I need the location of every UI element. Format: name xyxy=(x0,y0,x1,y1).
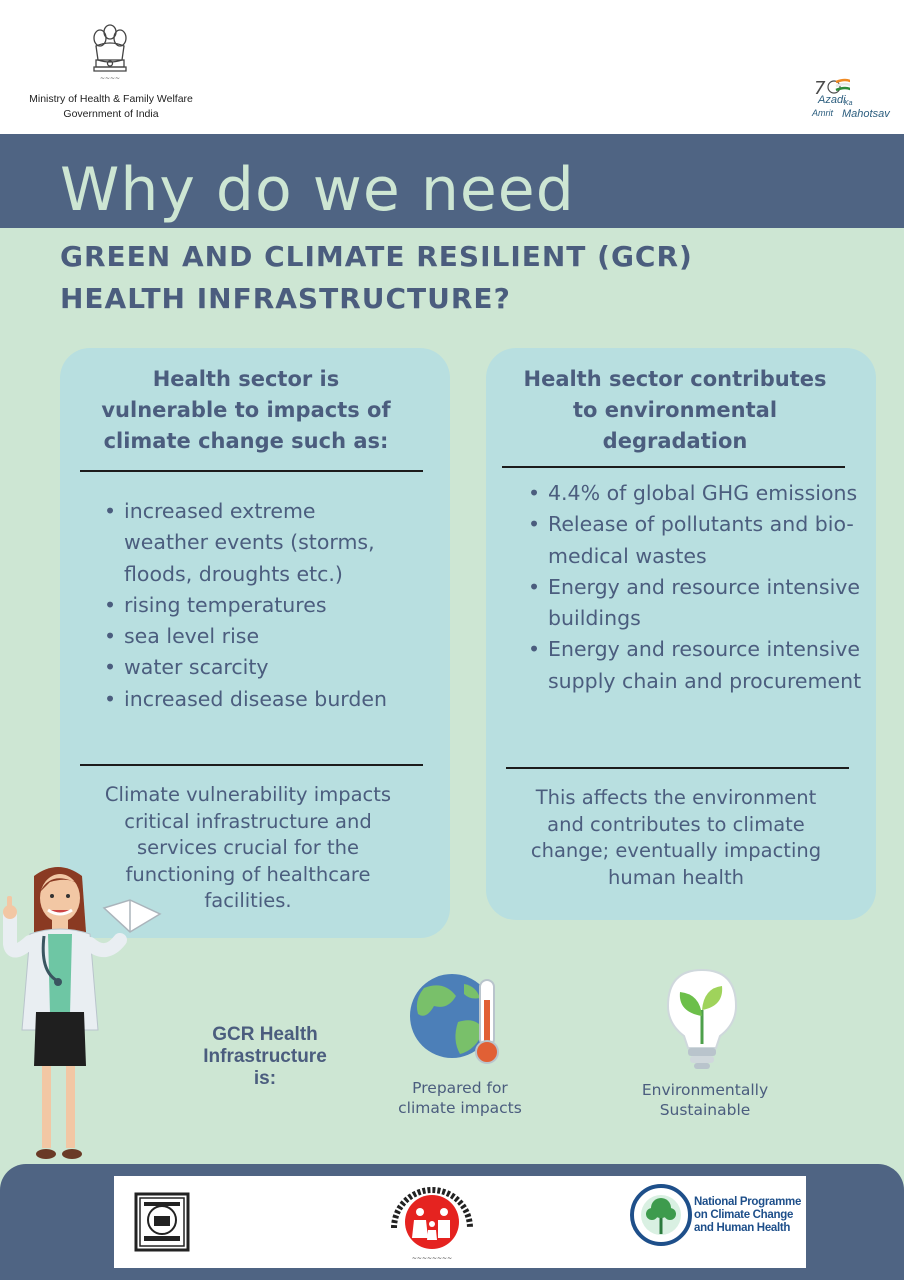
card-footnote: Climate vulnerability impacts critical i… xyxy=(78,782,418,915)
card-title-line: Health sector contributes xyxy=(523,367,827,391)
list-item: increased extreme weather events (storms… xyxy=(102,496,402,590)
footnote-line: services crucial for the xyxy=(136,836,360,859)
divider xyxy=(506,767,849,769)
list-item: increased disease burden xyxy=(102,684,402,716)
amrit-word: Amrit xyxy=(812,108,833,118)
doctor-illustration xyxy=(3,867,162,1159)
divider xyxy=(80,764,423,766)
list-item: Energy and resource intensive buildings xyxy=(526,572,876,635)
seventy-five-icon: 7 xyxy=(814,78,850,99)
npcchh-line: and Human Health xyxy=(694,1222,791,1234)
card-title: Health sector is vulnerable to impacts o… xyxy=(76,364,416,457)
ministry-name: Ministry of Health & Family Welfare Gove… xyxy=(0,92,222,122)
gcr-label-line: GCR Health xyxy=(212,1024,318,1045)
card-title-line: climate change such as: xyxy=(103,429,389,453)
card-title-line: Health sector is xyxy=(152,367,340,391)
azadi-ka-amrit-mahotsav-logo: 7 Azadi Ka Amrit Mahotsav xyxy=(806,74,898,126)
caption-line: Sustainable xyxy=(659,1101,751,1119)
footnote-line: Climate vulnerability impacts xyxy=(104,783,392,806)
footnote-line: facilities. xyxy=(204,889,292,912)
footnote-line: functioning of healthcare xyxy=(125,862,371,886)
card-title-line: degradation xyxy=(602,429,748,453)
npcchh-logo xyxy=(630,1184,692,1246)
card-title-line: to environmental xyxy=(572,398,778,422)
svg-text:~~~~~~~~: ~~~~~~~~ xyxy=(412,1255,452,1262)
page-subtitle: GREEN AND CLIMATE RESILIENT (GCR) HEALTH… xyxy=(60,236,860,320)
gcr-item-caption: Environmentally Sustainable xyxy=(620,1080,790,1120)
gcr-label-line: Infrastructure xyxy=(203,1046,327,1067)
caption-line: Prepared for xyxy=(412,1079,508,1097)
page-title: Why do we need xyxy=(60,155,575,225)
logo-strip: ~~~~~~~~ National Programme on Climate C… xyxy=(114,1176,806,1268)
ka-word: Ka xyxy=(844,100,853,107)
footnote-line: and contributes to climate xyxy=(547,812,805,836)
list-item: water scarcity xyxy=(102,652,402,684)
caption-line: Environmentally xyxy=(641,1081,769,1099)
bullet-list: 4.4% of global GHG emissions Release of … xyxy=(526,478,876,697)
svg-text:7: 7 xyxy=(814,78,826,99)
plant-bulb-icon xyxy=(666,968,738,1069)
list-item: Release of pollutants and bio-medical wa… xyxy=(526,509,876,572)
gcr-label: GCR Health Infrastructure is: xyxy=(172,1024,358,1090)
list-item: sea level rise xyxy=(102,621,402,653)
divider xyxy=(80,470,423,472)
footnote-line: change; eventually impacting xyxy=(530,839,822,862)
footnote-line: This affects the environment xyxy=(535,786,817,809)
ministry-line: Ministry of Health & Family Welfare xyxy=(29,93,193,105)
footnote-line: critical infrastructure and xyxy=(124,809,372,833)
card-title: Health sector contributes to environment… xyxy=(500,364,850,457)
svg-text:~~~~: ~~~~ xyxy=(100,75,120,82)
government-line: Government of India xyxy=(63,108,159,120)
header-bar: ~~~~ Ministry of Health & Family Welfare… xyxy=(0,0,904,134)
card-footnote: This affects the environment and contrib… xyxy=(506,785,846,891)
ncdc-seal-logo xyxy=(134,1192,190,1252)
list-item: Energy and resource intensive supply cha… xyxy=(526,634,876,697)
list-item: rising temperatures xyxy=(102,590,402,622)
npcchh-name: National Programme on Climate Change and… xyxy=(694,1196,804,1235)
national-health-mission-logo: ~~~~~~~~ xyxy=(391,1187,473,1262)
gcr-label-line: is: xyxy=(253,1068,277,1089)
card-title-line: vulnerable to impacts of xyxy=(101,398,391,422)
npcchh-line: National Programme xyxy=(694,1196,802,1208)
title-band xyxy=(0,134,904,228)
degradation-card: Health sector contributes to environment… xyxy=(486,348,876,920)
vulnerability-card: Health sector is vulnerable to impacts o… xyxy=(60,348,450,938)
subtitle-line: HEALTH INFRASTRUCTURE? xyxy=(60,282,511,315)
azadi-word: Azadi xyxy=(818,94,846,106)
globe-thermometer-icon xyxy=(410,974,499,1064)
footnote-line: human health xyxy=(608,865,744,889)
mahotsav-word: Mahotsav xyxy=(842,108,890,120)
national-emblem-icon: ~~~~ xyxy=(93,24,127,82)
caption-line: climate impacts xyxy=(398,1099,522,1117)
gcr-item-caption: Prepared for climate impacts xyxy=(380,1078,540,1118)
list-item: 4.4% of global GHG emissions xyxy=(526,478,876,510)
subtitle-line: GREEN AND CLIMATE RESILIENT (GCR) xyxy=(60,240,693,273)
divider xyxy=(502,466,845,468)
bullet-list: increased extreme weather events (storms… xyxy=(102,496,402,715)
npcchh-line: on Climate Change xyxy=(694,1209,794,1221)
